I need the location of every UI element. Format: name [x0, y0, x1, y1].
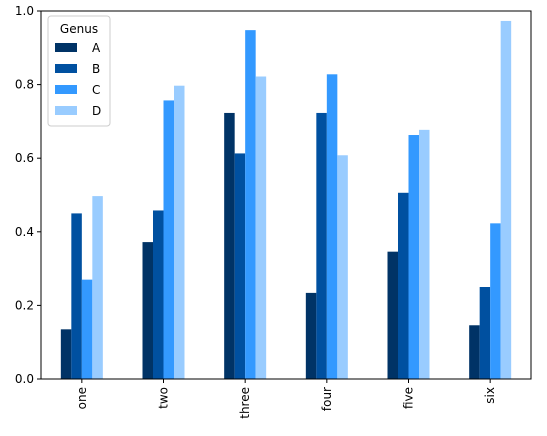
x-tick-label: two — [157, 387, 171, 409]
legend-title: Genus — [60, 22, 98, 36]
bar-A-three — [224, 112, 235, 379]
x-tick-label: five — [402, 387, 416, 409]
y-axis: 0.0 0.2 0.4 0.6 0.8 1.0 — [15, 4, 41, 386]
x-axis: one two three four five six — [75, 379, 497, 419]
legend-label-B: B — [92, 62, 100, 76]
legend-swatch-D — [55, 106, 77, 115]
bar-D-one — [92, 196, 103, 379]
legend-swatch-A — [55, 43, 77, 52]
bar-B-five — [398, 192, 409, 379]
x-tick-label: four — [320, 387, 334, 411]
bar-A-five — [387, 251, 398, 379]
plot-frame — [40, 10, 532, 380]
bar-A-six — [469, 325, 480, 379]
bar-D-four — [337, 155, 348, 379]
y-tick-label: 0.4 — [15, 225, 34, 239]
legend-label-C: C — [92, 83, 100, 97]
bar-C-three — [245, 30, 256, 379]
bar-C-five — [408, 135, 419, 379]
bar-D-five — [419, 129, 430, 379]
bar-A-two — [142, 242, 153, 379]
bar-A-four — [305, 292, 317, 379]
bar-A-one — [60, 329, 72, 379]
bar-B-one — [71, 213, 82, 379]
bar-D-two — [174, 85, 185, 379]
legend-swatch-B — [55, 64, 77, 73]
y-tick-label: 0.6 — [15, 151, 34, 165]
bar-D-three — [255, 76, 267, 379]
legend-label-A: A — [92, 41, 101, 55]
x-tick-label: one — [75, 387, 89, 409]
y-tick-label: 0.8 — [15, 78, 34, 92]
bar-B-six — [479, 287, 491, 379]
y-tick-label: 0.2 — [15, 298, 34, 312]
bar-C-six — [490, 223, 501, 379]
bar-C-two — [163, 100, 174, 380]
legend-swatch-C — [55, 85, 77, 94]
y-tick-label: 0.0 — [15, 372, 34, 386]
bars-group — [60, 20, 512, 380]
legend-label-D: D — [92, 104, 101, 118]
bar-D-six — [500, 20, 512, 379]
bar-C-four — [326, 74, 338, 380]
bar-C-one — [81, 279, 93, 379]
x-tick-label: six — [483, 387, 497, 404]
bar-B-four — [316, 112, 327, 379]
x-tick-label: three — [238, 387, 252, 419]
bar-B-three — [234, 153, 246, 379]
y-tick-label: 1.0 — [15, 4, 34, 18]
bar-B-two — [153, 210, 164, 379]
